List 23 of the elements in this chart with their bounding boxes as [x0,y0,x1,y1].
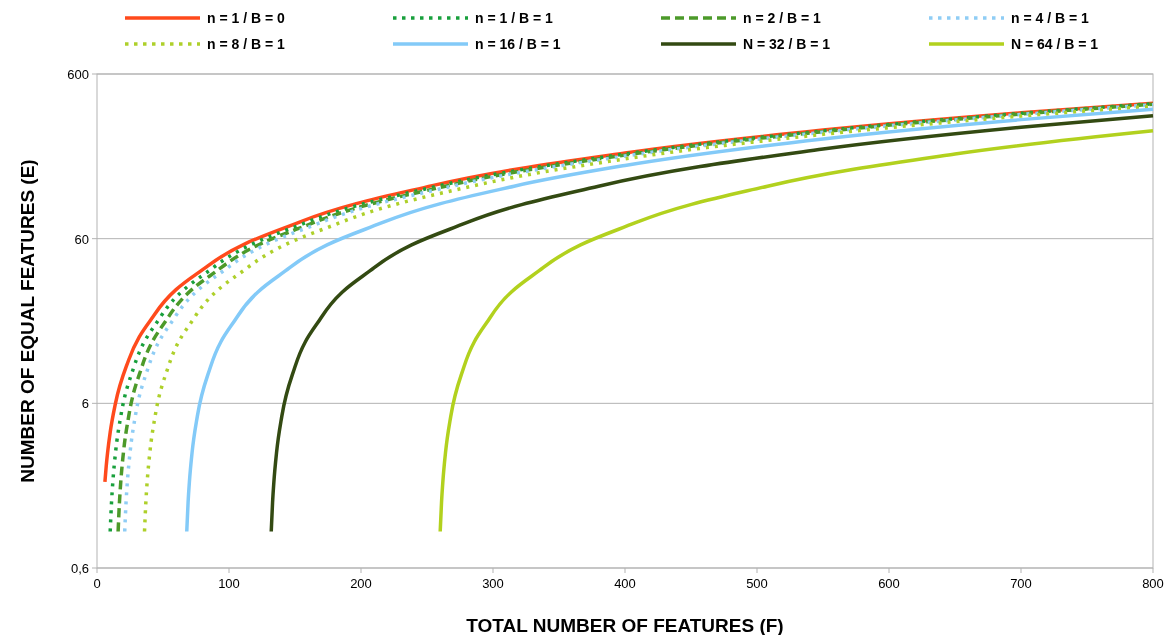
x-tick-label: 600 [878,576,900,591]
x-tick-label: 500 [746,576,768,591]
legend-label: N = 64 / B = 1 [1011,36,1099,52]
x-tick-label: 100 [218,576,240,591]
legend-label: N = 32 / B = 1 [743,36,831,52]
legend-label: n = 8 / B = 1 [207,36,286,52]
y-tick-label: 6 [81,396,89,412]
line-series [438,129,1155,534]
y-axis-title: NUMBER OF EQUAL FEATURES (E) [17,159,38,483]
legend-label: n = 1 / B = 0 [207,10,286,26]
x-tick-label: 700 [1010,576,1032,591]
x-tick-label: 0 [93,576,101,591]
y-tick-label: 600 [67,67,89,82]
x-tick-label: 400 [614,576,636,591]
x-tick-label: 800 [1142,576,1164,591]
y-tick-label: 0,6 [70,561,89,576]
x-tick-label: 300 [482,576,504,591]
legend-label: n = 1 / B = 1 [475,10,554,26]
y-tick-label: 60 [74,231,89,247]
legend-label: n = 4 / B = 1 [1011,10,1090,26]
legend-label: n = 2 / B = 1 [743,10,822,26]
x-tick-label: 200 [350,576,372,591]
legend-label: n = 16 / B = 1 [475,36,561,52]
